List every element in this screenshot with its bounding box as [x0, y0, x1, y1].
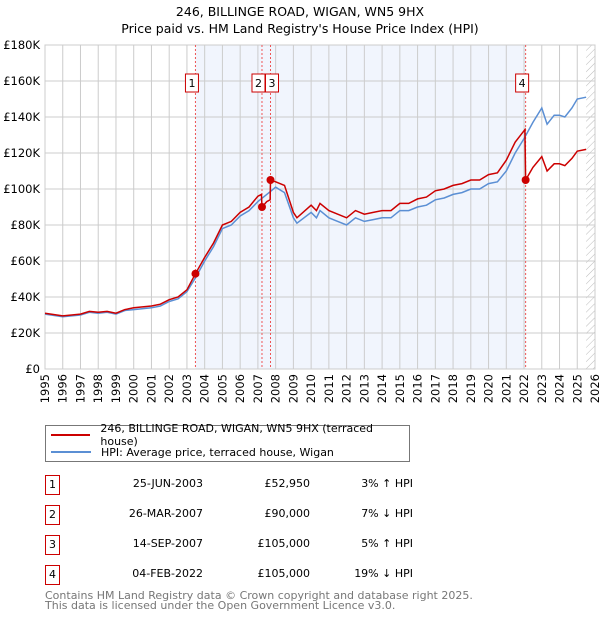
chart-title: 246, BILLINGE ROAD, WIGAN, WN5 9HX	[175, 4, 425, 19]
x-tick-label: 2010	[304, 374, 318, 403]
y-tick-label: £180K	[3, 38, 40, 52]
x-tick-label: 2002	[162, 374, 176, 403]
footer-copyright: Contains HM Land Registry data © Crown c…	[45, 589, 473, 602]
x-tick-label: 2012	[340, 374, 354, 403]
sale-price: £105,000	[257, 537, 311, 550]
sale-label: 2	[255, 77, 262, 90]
x-tick-label: 2022	[517, 374, 531, 403]
legend-red-line	[51, 434, 91, 436]
x-tick-label: 2004	[198, 374, 212, 403]
sale-hpi-diff: 3% ↑ HPI	[361, 477, 413, 490]
x-tick-label: 2024	[553, 374, 567, 403]
sale-price: £105,000	[257, 567, 311, 580]
sale-date: 25-JUN-2003	[132, 477, 203, 490]
x-tick-label: 2021	[499, 374, 513, 403]
footer-licence: This data is licensed under the Open Gov…	[45, 599, 396, 612]
sale-hpi-diff: 5% ↑ HPI	[361, 537, 413, 550]
x-tick-label: 2001	[144, 374, 158, 403]
x-tick-label: 1996	[56, 374, 70, 403]
sale-number: 2	[45, 505, 60, 525]
x-tick-label: 2006	[233, 374, 247, 403]
plot-frame	[44, 44, 596, 370]
sale-point	[266, 176, 275, 184]
x-tick-label: 2013	[357, 374, 371, 403]
x-tick-label: 1999	[109, 374, 123, 403]
y-tick-label: £20K	[11, 326, 41, 340]
chart-subtitle: Price paid vs. HM Land Registry's House …	[121, 21, 479, 36]
x-tick-label: 1997	[73, 374, 87, 403]
sale-label-box	[515, 73, 530, 93]
x-tick-label: 2018	[446, 374, 460, 403]
sale-label: 1	[188, 77, 195, 90]
x-tick-label: 1995	[38, 374, 52, 403]
price-chart: £0 £20K £40K £60K £80K £100K £120K £140K £160K £1…	[3, 38, 600, 403]
x-tick-label: 2009	[286, 374, 300, 403]
y-tick-label: £160K	[3, 74, 40, 88]
x-tick-label: 2017	[428, 374, 442, 403]
x-tick-label: 2007	[251, 374, 265, 403]
legend: 246, BILLINGE ROAD, WIGAN, WN5 9HX (terr…	[45, 422, 410, 462]
x-tick-label: 1998	[91, 374, 105, 403]
sale-point	[191, 269, 200, 278]
sale-label-box	[251, 73, 266, 93]
x-tick-label: 2008	[269, 374, 283, 403]
x-tick-label: 2020	[482, 374, 496, 403]
y-tick-label: £0	[25, 362, 40, 376]
series-line	[44, 96, 587, 318]
series-line	[44, 127, 587, 317]
forecast-hatch	[586, 45, 595, 369]
y-tick-label: £120K	[3, 146, 40, 160]
sale-row: 4 04-FEB-2022 £105,000 19% ↓ HPI	[45, 565, 465, 585]
sale-label-box	[265, 73, 279, 93]
x-tick-label: 2025	[570, 374, 584, 403]
y-tick-label: £140K	[3, 110, 40, 124]
x-tick-label: 2011	[322, 374, 336, 403]
x-tick-label: 2026	[588, 374, 600, 403]
sale-label-box	[184, 73, 199, 93]
x-tick-label: 2016	[411, 374, 425, 403]
x-tick-label: 2014	[375, 374, 389, 403]
y-tick-label: £100K	[3, 182, 40, 196]
x-tick-label: 2015	[393, 374, 407, 403]
sale-row: 2 26-MAR-2007 £90,000 7% ↓ HPI	[45, 505, 465, 525]
sale-point	[257, 203, 266, 211]
sale-row: 3 14-SEP-2007 £105,000 5% ↑ HPI	[45, 535, 465, 555]
sale-number: 1	[45, 475, 60, 495]
sale-point	[521, 176, 530, 184]
sale-price: £52,950	[264, 477, 311, 490]
shaded-period	[195, 45, 526, 369]
y-tick-label: £60K	[11, 254, 41, 268]
sale-hpi-diff: 19% ↓ HPI	[354, 567, 413, 580]
x-tick-label: 2000	[127, 374, 141, 403]
y-tick-label: £40K	[11, 290, 41, 304]
sale-row: 1 25-JUN-2003 £52,950 3% ↑ HPI	[45, 475, 465, 495]
legend-blue-line	[51, 451, 91, 453]
sale-label: 3	[269, 77, 276, 90]
sale-date: 26-MAR-2007	[128, 507, 203, 520]
x-tick-label: 2005	[215, 374, 229, 403]
y-tick-label: £80K	[11, 218, 41, 232]
x-tick-label: 2023	[535, 374, 549, 403]
sale-number: 4	[45, 565, 60, 585]
sale-hpi-diff: 7% ↓ HPI	[361, 507, 413, 520]
legend-hpi: HPI: Average price, terraced house, Wiga…	[101, 445, 334, 459]
sale-number: 3	[45, 535, 60, 555]
sale-label: 4	[519, 77, 526, 90]
x-tick-label: 2003	[180, 374, 194, 403]
legend-property: 246, BILLINGE ROAD, WIGAN, WN5 9HX (terr…	[100, 422, 374, 448]
sale-date: 14-SEP-2007	[132, 537, 203, 550]
sale-price: £90,000	[264, 507, 311, 520]
sale-date: 04-FEB-2022	[132, 567, 203, 580]
x-tick-label: 2019	[464, 374, 478, 403]
